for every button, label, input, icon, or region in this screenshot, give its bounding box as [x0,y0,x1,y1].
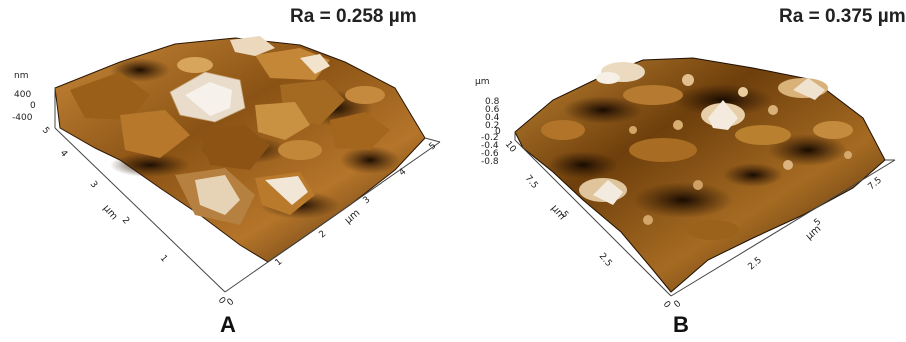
z-tick-a-1: 0 [30,101,36,111]
x-tick-a-1: 1 [274,257,285,268]
x-tick-b-0: 0 [673,299,684,311]
axes-frame-b [514,132,896,297]
x-tick-a-0: 0 [226,297,237,309]
y-tick-a-5: 5 [40,126,51,137]
z-tick-b-1: 0.6 [485,105,500,115]
y-tick-a-3: 3 [88,180,99,191]
y-tick-a-2: 2 [120,216,131,227]
x-tick-a-3: 3 [362,195,373,206]
z-ticks-b: 0.8 0.6 0.4 0.2 0 -0.2 -0.4 -0.6 -0.8 [481,97,501,167]
z-axis-unit-a: nm [14,71,28,81]
x-tick-a-2: 2 [318,229,329,240]
z-tick-a-2: -400 [12,113,33,123]
y-tick-b-1: 2.5 [597,252,614,269]
y-axis-unit-a: µm [101,203,120,222]
z-tick-b-8: -0.8 [481,157,499,167]
roughness-label-a: Ra = 0.258 µm [290,6,417,27]
z-tick-b-0: 0.8 [485,97,500,107]
y-tick-b-0: 0 [661,300,673,311]
y-ticks-a: 0 1 2 3 4 5 [40,126,228,307]
afm-surface-b: µm 0.8 0.6 0.4 0.2 0 -0.2 -0.4 -0.6 -0.8… [475,57,896,311]
z-axis-unit-b: µm [475,77,490,87]
y-tick-b-4: 10 [503,140,518,155]
x-tick-a-4: 4 [398,167,409,179]
z-tick-a-0: 400 [14,90,31,100]
y-tick-b-2: 5 [559,210,570,221]
afm-panel-b: µm 0.8 0.6 0.4 0.2 0 -0.2 -0.4 -0.6 -0.8… [453,0,906,342]
roughness-label-b: Ra = 0.375 µm [779,6,906,27]
x-tick-b-3: 7.5 [867,175,884,192]
x-axis-unit-a: µm [343,208,362,227]
panel-letter-a: A [220,312,236,337]
afm-surface-a: nm 400 0 -400 µm 0 1 2 3 4 5 µm 0 1 2 3 … [12,36,441,308]
y-tick-a-0: 0 [216,296,228,307]
x-ticks-a: 0 1 2 3 4 5 [226,141,439,308]
x-tick-b-2: 5 [813,217,824,228]
z-tick-b-2: 0.4 [485,113,500,123]
y-tick-a-1: 1 [158,254,169,265]
z-tick-b-5: -0.2 [481,133,499,143]
z-ticks-a: 400 0 -400 [12,90,36,123]
axes-frame-a [54,88,441,293]
x-tick-b-1: 2.5 [747,255,764,272]
z-tick-b-3: 0.2 [485,121,499,131]
x-tick-a-5: 5 [428,141,439,152]
z-tick-b-7: -0.6 [481,149,499,159]
y-tick-b-3: 7.5 [523,174,540,191]
afm-panel-a: nm 400 0 -400 µm 0 1 2 3 4 5 µm 0 1 2 3 … [12,6,441,337]
panel-letter-b: B [673,312,689,337]
z-tick-b-4: 0 [495,127,501,137]
y-tick-a-4: 4 [58,149,70,160]
z-tick-b-6: -0.4 [481,141,499,151]
